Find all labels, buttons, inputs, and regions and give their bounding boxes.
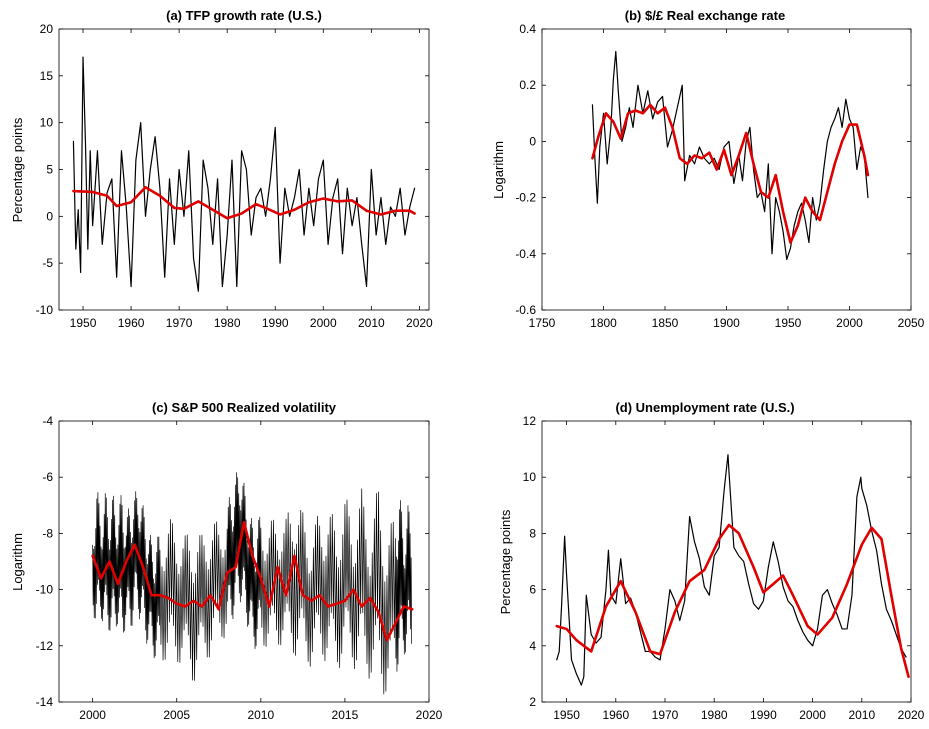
panel-b-xtick-label-1: 1800 [590,316,617,330]
panel-b-title-prefix: (b) [625,8,642,23]
panel-b-xtick-label-0: 1750 [529,316,556,330]
panel-d-xtick-label-6: 2010 [848,708,875,722]
panel-d-xtick-label-5: 2000 [799,708,826,722]
panel-d-ytick-label-4: 10 [523,470,537,484]
panel-c-series-1-line [91,520,414,642]
panel-c-ytick-label-1: -12 [36,639,54,653]
panel-a-ytick-label-0: -10 [36,303,54,317]
panel-d: (d) Unemployment rate (U.S.) Percentage … [498,400,925,722]
panel-d-ytick-label-2: 6 [529,583,536,597]
panel-b-series-group [591,50,870,261]
panel-a-series-group [72,56,416,292]
panel-a-xtick-label-1: 1960 [118,316,145,330]
panel-c: (c) S&P 500 Realized volatility Logarith… [10,400,443,722]
panel-a: (a) TFP growth rate (U.S.) Percentage po… [10,8,433,330]
panel-d-ytick-label-3: 8 [529,526,536,540]
panel-a-xtick-label-6: 2010 [358,316,385,330]
panel-b-xtick-label-6: 2050 [898,316,925,330]
panel-b-series-1-line [591,103,870,244]
panel-b-ytick-label-5: 0.4 [519,22,536,36]
panel-c-series-group [91,472,414,695]
panel-a-series-1-line [72,186,416,220]
panel-d-series-0-line [556,454,907,686]
panel-a-ytick-label-4: 10 [40,116,54,130]
panel-b-ytick-label-0: -0.6 [515,303,536,317]
panel-d-ytick-label-1: 4 [529,639,536,653]
panel-a-ytick-label-1: -5 [42,256,53,270]
panel-b-plot-area [542,29,911,310]
panel-c-title: (c) S&P 500 Realized volatility [152,400,337,415]
panel-a-xtick-label-5: 2000 [310,316,337,330]
panel-a-ytick-label-3: 5 [46,163,53,177]
panel-a-ytick-label-6: 20 [40,22,54,36]
panel-c-xtick-label-4: 2020 [416,708,443,722]
panel-a-series-0-line [72,56,416,292]
panel-d-xtick-label-4: 1990 [750,708,777,722]
panel-c-xtick-label-1: 2005 [163,708,190,722]
panel-a-ytick-label-2: 0 [46,209,53,223]
panel-b: (b) $/£ Real exchange rate Logarithm 175… [491,8,925,330]
panel-d-ytick-label-5: 12 [523,414,537,428]
panel-a-xtick-label-2: 1970 [166,316,193,330]
panel-d-ytick-label-0: 2 [529,695,536,709]
panel-c-ytick-label-5: -4 [42,414,53,428]
panel-b-xtick-label-5: 2000 [836,316,863,330]
panel-c-ytick-label-2: -10 [36,583,54,597]
panel-c-ytick-label-4: -6 [42,470,53,484]
panel-b-title-text: $/£ Real exchange rate [645,8,785,23]
panel-a-ylabel: Percentage points [10,117,25,222]
panel-d-ylabel: Percentage points [498,509,513,614]
panel-c-ytick-label-0: -14 [36,695,54,709]
panel-d-axes-box [541,420,912,703]
panel-b-xtick-label-2: 1850 [652,316,679,330]
panel-c-xtick-label-0: 2000 [79,708,106,722]
panel-d-xtick-label-7: 2020 [898,708,925,722]
panel-a-ytick-label-5: 15 [40,69,54,83]
panel-d-xtick-label-2: 1970 [652,708,679,722]
panel-b-ytick-label-1: -0.4 [515,247,536,261]
panel-b-ytick-label-4: 0.2 [519,78,536,92]
panel-d-title: (d) Unemployment rate (U.S.) [615,400,794,415]
panel-a-xtick-label-7: 2020 [406,316,433,330]
panel-c-xtick-label-2: 2010 [247,708,274,722]
panel-b-ylabel: Logarithm [491,141,506,199]
panel-b-xtick-label-3: 1900 [713,316,740,330]
panel-c-axes-box [58,420,430,703]
panel-a-title: (a) TFP growth rate (U.S.) [166,8,322,23]
panel-c-series-0-line [92,472,413,695]
panel-c-ytick-label-3: -8 [42,526,53,540]
panel-c-xtick-label-3: 2015 [332,708,359,722]
panel-a-xtick-label-3: 1980 [214,316,241,330]
panel-d-xtick-label-3: 1980 [701,708,728,722]
panel-b-xtick-label-4: 1950 [775,316,802,330]
panel-b-ytick-label-3: 0 [529,134,536,148]
panel-b-ytick-label-2: -0.2 [515,191,536,205]
panel-a-xtick-label-4: 1990 [262,316,289,330]
panel-d-xtick-label-1: 1960 [602,708,629,722]
panel-c-ylabel: Logarithm [10,533,25,591]
panel-b-title: (b) $/£ Real exchange rate [625,8,785,23]
panel-d-series-1-line [555,523,910,679]
panel-a-xtick-label-0: 1950 [70,316,97,330]
panel-d-xtick-label-0: 1950 [553,708,580,722]
panel-d-series-group [555,454,910,686]
panel-a-plot-area [59,29,429,310]
